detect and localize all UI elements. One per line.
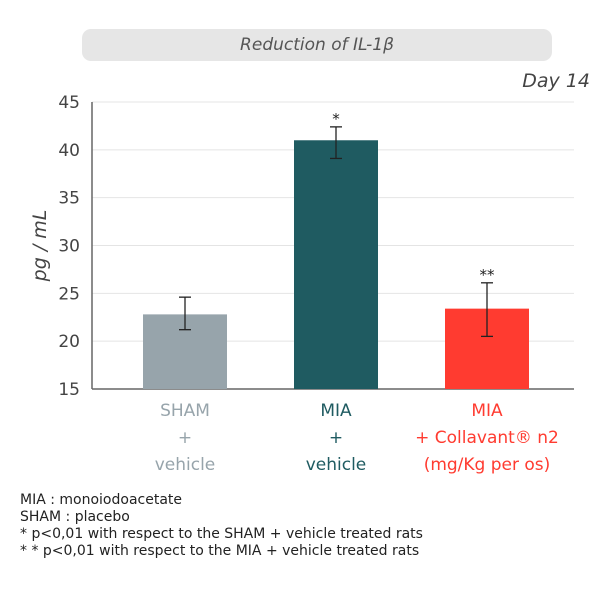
footnote-mia: MIA : monoiodoacetate — [20, 492, 183, 508]
category-label: vehicle — [155, 455, 216, 475]
category-label: MIA — [471, 401, 503, 421]
category-label: (mg/Kg per os) — [424, 455, 551, 475]
category-label: SHAM — [160, 401, 210, 421]
chart-title: Reduction of IL-1β — [240, 35, 394, 55]
significance-mark: * — [332, 110, 340, 128]
footnotes: MIA : monoiodoacetate SHAM : placebo * p… — [20, 492, 423, 560]
significance-mark: ** — [480, 266, 496, 284]
category-label: + — [178, 428, 192, 448]
category-label: + Collavant® n2 — [415, 428, 559, 448]
y-tick-label: 30 — [58, 237, 80, 257]
footnote-sham: SHAM : placebo — [20, 509, 130, 525]
category-label: + — [329, 428, 343, 448]
footnote-single-star: * p<0,01 with respect to the SHAM + vehi… — [20, 526, 423, 542]
category-label: vehicle — [306, 455, 367, 475]
bar — [294, 140, 378, 389]
chart-title-box: Reduction of IL-1β — [82, 29, 552, 61]
day-label: Day 14 — [522, 70, 590, 92]
y-tick-label: 15 — [58, 380, 80, 400]
footnote-double-star: * * p<0,01 with respect to the MIA + veh… — [20, 543, 420, 559]
y-axis-label: pg / mL — [29, 210, 51, 283]
y-tick-label: 45 — [58, 93, 80, 113]
y-tick-label: 20 — [58, 332, 80, 352]
category-label: MIA — [320, 401, 352, 421]
y-tick-label: 40 — [58, 141, 80, 161]
y-tick-label: 25 — [58, 284, 80, 304]
y-tick-label: 35 — [58, 189, 80, 209]
